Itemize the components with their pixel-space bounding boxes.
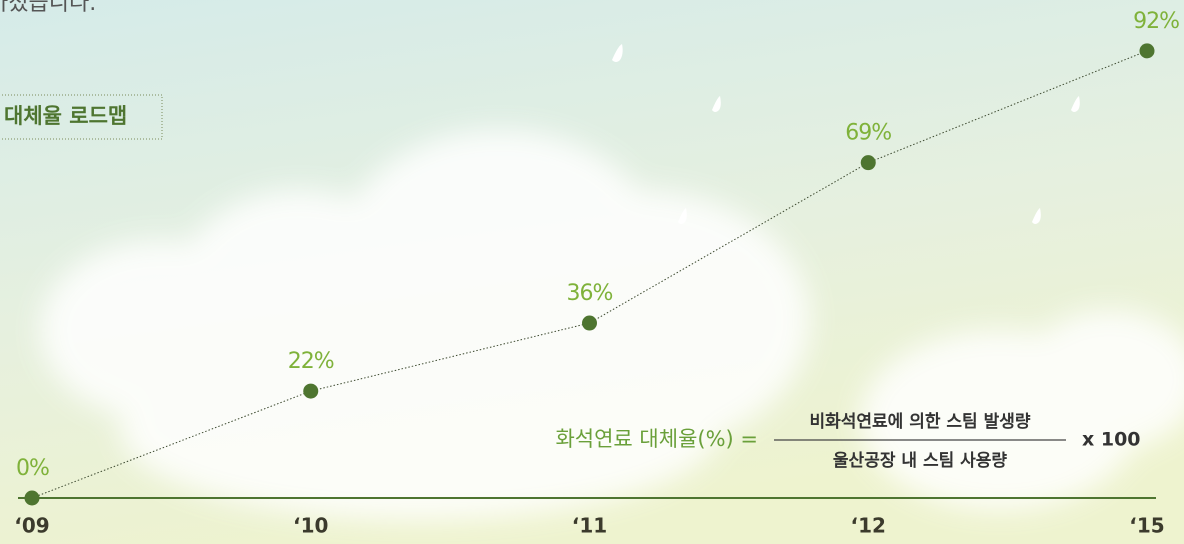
roadmap-label: 대체율 로드맵 — [4, 104, 127, 128]
value-label: 36% — [567, 281, 613, 306]
formula-denominator: 울산공장 내 스팀 사용량 — [833, 451, 1008, 471]
page: 가졌습니다. 대체율 로드맵 화석연료 대체율(%) = 비화석연료에 의한 스… — [0, 0, 1184, 544]
value-label: 92% — [1133, 9, 1179, 34]
x-tick-label: ‘12 — [851, 514, 886, 538]
data-point — [861, 155, 876, 170]
data-point — [1140, 43, 1155, 58]
x-tick-label: ‘11 — [572, 514, 607, 538]
data-point — [303, 384, 318, 399]
formula-multiplier: x 100 — [1082, 429, 1141, 451]
data-point — [582, 316, 597, 331]
chart: 가졌습니다. 대체율 로드맵 화석연료 대체율(%) = 비화석연료에 의한 스… — [0, 0, 1184, 544]
value-label: 0% — [16, 456, 49, 481]
x-tick-label: ‘10 — [293, 514, 328, 538]
x-tick-label: ‘09 — [14, 514, 49, 538]
x-tick-label: ‘15 — [1129, 514, 1164, 538]
formula-numerator: 비화석연료에 의한 스팀 발생량 — [809, 412, 1030, 432]
intro-text: 가졌습니다. — [0, 0, 96, 16]
value-label: 22% — [288, 349, 334, 374]
formula-lhs: 화석연료 대체율(%) = — [555, 427, 758, 451]
data-point — [25, 491, 40, 506]
value-label: 69% — [845, 121, 891, 146]
